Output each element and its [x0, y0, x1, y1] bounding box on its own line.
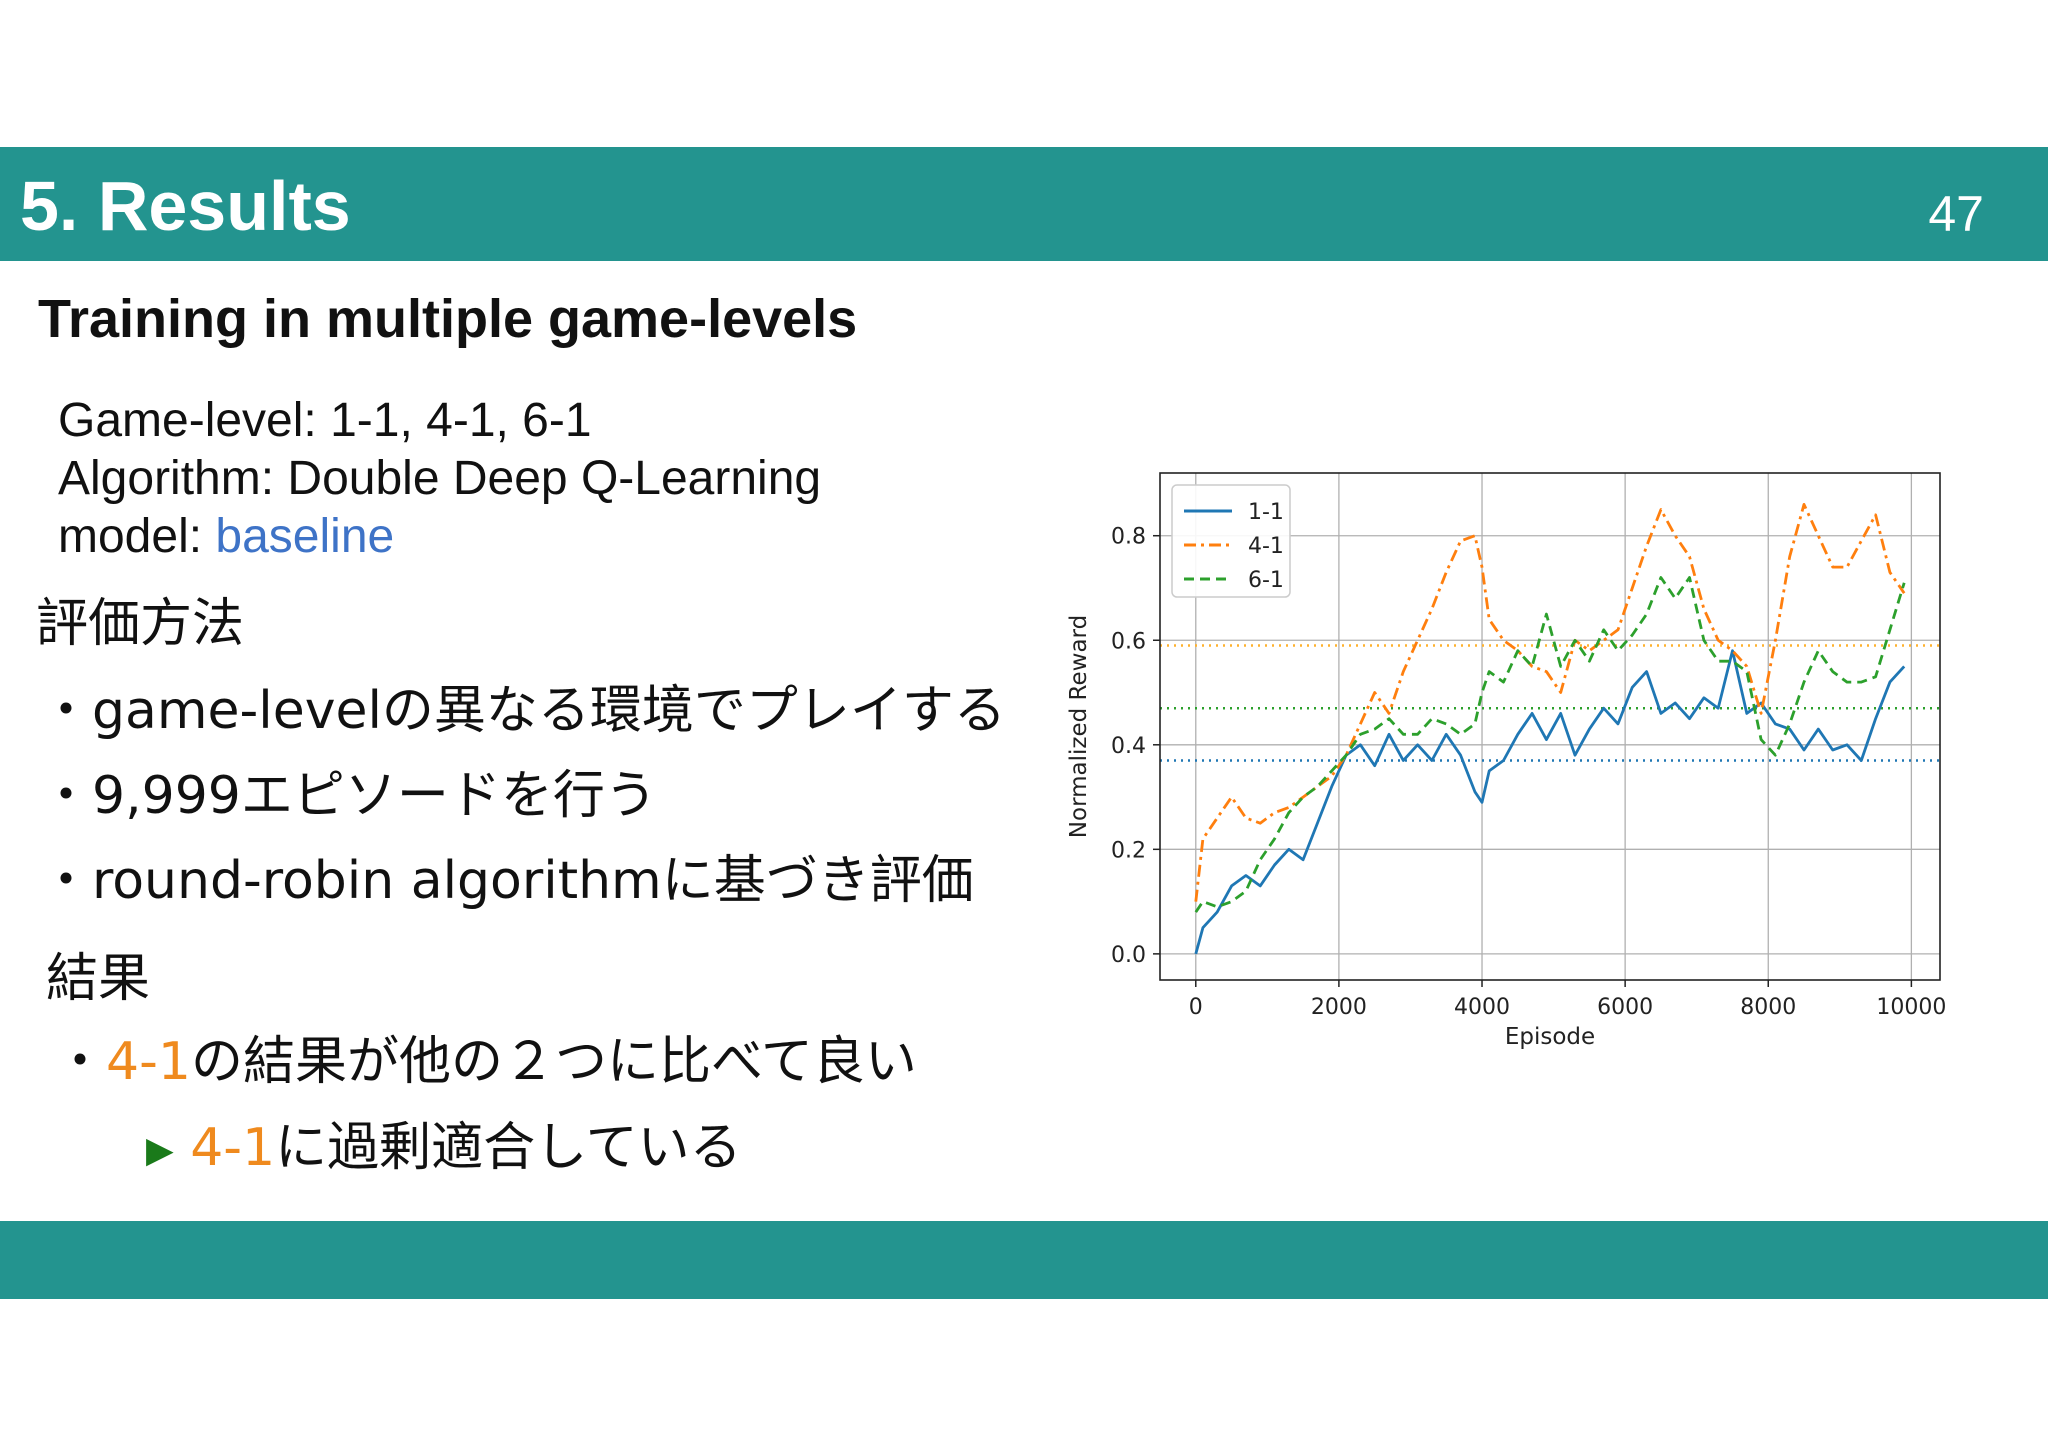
x-axis-label: Episode [1505, 1024, 1595, 1050]
results-bullet: ・4-1の結果が他の２つに比べて良い [54, 1036, 917, 1088]
header-bar: 5. Results 47 [0, 147, 2048, 261]
model-value: baseline [215, 510, 395, 563]
x-tick-label: 8000 [1740, 995, 1796, 1020]
slide-title: 5. Results [20, 167, 351, 245]
x-tick-label: 10000 [1876, 995, 1946, 1020]
evaluation-bullet-3: ・round-robin algorithmに基づき評価 [40, 851, 974, 911]
x-tick-label: 4000 [1454, 995, 1510, 1020]
results-heading: 結果 [46, 949, 151, 1009]
x-tick-label: 0 [1189, 995, 1203, 1020]
legend-label-1-1: 1-1 [1248, 500, 1284, 525]
results-sub-level: 4-1 [190, 1118, 276, 1178]
results-sub-text: に過剰適合している [275, 1118, 742, 1178]
game-level-line: Game-level: 1-1, 4-1, 6-1 [58, 394, 592, 447]
legend-box [1171, 484, 1291, 598]
series-line-6-1 [1194, 576, 1906, 913]
x-tick-label: 2000 [1311, 995, 1367, 1020]
page-number: 47 [1928, 186, 1984, 242]
series-line-1-1 [1194, 649, 1906, 955]
arrow-icon: ▶ [146, 1130, 174, 1171]
y-axis-label: Normalized Reward [1066, 615, 1092, 838]
legend-label-6-1: 6-1 [1248, 568, 1284, 593]
results-level: 4-1 [106, 1032, 191, 1092]
evaluation-bullet-1: ・game-levelの異なる環境でプレイする [40, 681, 1006, 741]
model-label: model: [58, 510, 216, 563]
plot-frame [1159, 472, 1941, 981]
results-bullet-text: の結果が他の２つに比べて良い [190, 1032, 917, 1092]
series-line-4-1 [1194, 503, 1906, 902]
x-tick-label: 6000 [1597, 995, 1653, 1020]
y-tick-label: 0.2 [1111, 838, 1146, 863]
y-tick-label: 0.6 [1111, 629, 1146, 654]
y-tick-label: 0.8 [1111, 525, 1146, 550]
footer-bar [0, 1221, 2048, 1299]
results-bullet-mark: ・ [54, 1032, 107, 1092]
model-line: model: baseline [58, 508, 821, 566]
algorithm-line: Algorithm: Double Deep Q-Learning [58, 452, 822, 505]
experiment-info: Game-level: 1-1, 4-1, 6-1 Algorithm: Dou… [58, 392, 821, 566]
evaluation-bullet-2: ・9,999エピソードを行う [40, 766, 657, 826]
legend-label-4-1: 4-1 [1248, 534, 1284, 559]
slide-subtitle: Training in multiple game-levels [38, 289, 858, 349]
y-tick-label: 0.0 [1111, 943, 1146, 968]
evaluation-heading: 評価方法 [36, 594, 245, 654]
reward-chart: 0 2000 4000 6000 8000 10000 0.0 0.2 0.4 0.6 0.8 Epi… [1066, 472, 1946, 1050]
results-sub-bullet: ▶ 4-1に過剰適合している [146, 1122, 742, 1174]
y-tick-label: 0.4 [1111, 734, 1146, 759]
